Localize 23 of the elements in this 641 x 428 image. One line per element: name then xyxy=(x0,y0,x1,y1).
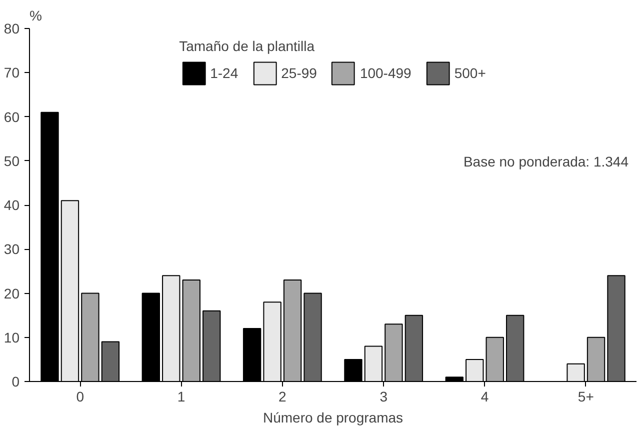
x-tick-label: 0 xyxy=(76,388,84,404)
legend-label: 100-499 xyxy=(360,65,412,81)
annotation: Base no ponderada: 1.344 xyxy=(463,154,629,170)
y-tick-label: 70 xyxy=(4,64,20,81)
x-tick-label: 2 xyxy=(278,388,287,404)
y-tick-label: 60 xyxy=(4,108,20,125)
y-tick-label: 50 xyxy=(4,152,20,169)
x-tick-label: 5+ xyxy=(578,388,594,404)
x-tick-label: 3 xyxy=(380,388,388,404)
legend-label: 1-24 xyxy=(210,65,238,81)
legend-label: 500+ xyxy=(454,65,486,81)
y-tick-label: 80 xyxy=(4,20,20,36)
y-tick-label: 40 xyxy=(4,197,20,213)
x-axis-title: Número de programas xyxy=(262,410,404,426)
y-tick-label: 10 xyxy=(4,329,20,346)
legend-label: 25-99 xyxy=(281,65,317,81)
legend-title: Tamaño de la plantilla xyxy=(179,38,316,54)
y-tick-label: 30 xyxy=(4,241,20,258)
y-tick-label: 0 xyxy=(12,374,20,390)
y-tick-label: 20 xyxy=(4,285,20,302)
x-tick-label: 1 xyxy=(177,388,186,404)
x-tick-label: 4 xyxy=(480,388,489,404)
y-axis-title: % xyxy=(30,8,42,24)
